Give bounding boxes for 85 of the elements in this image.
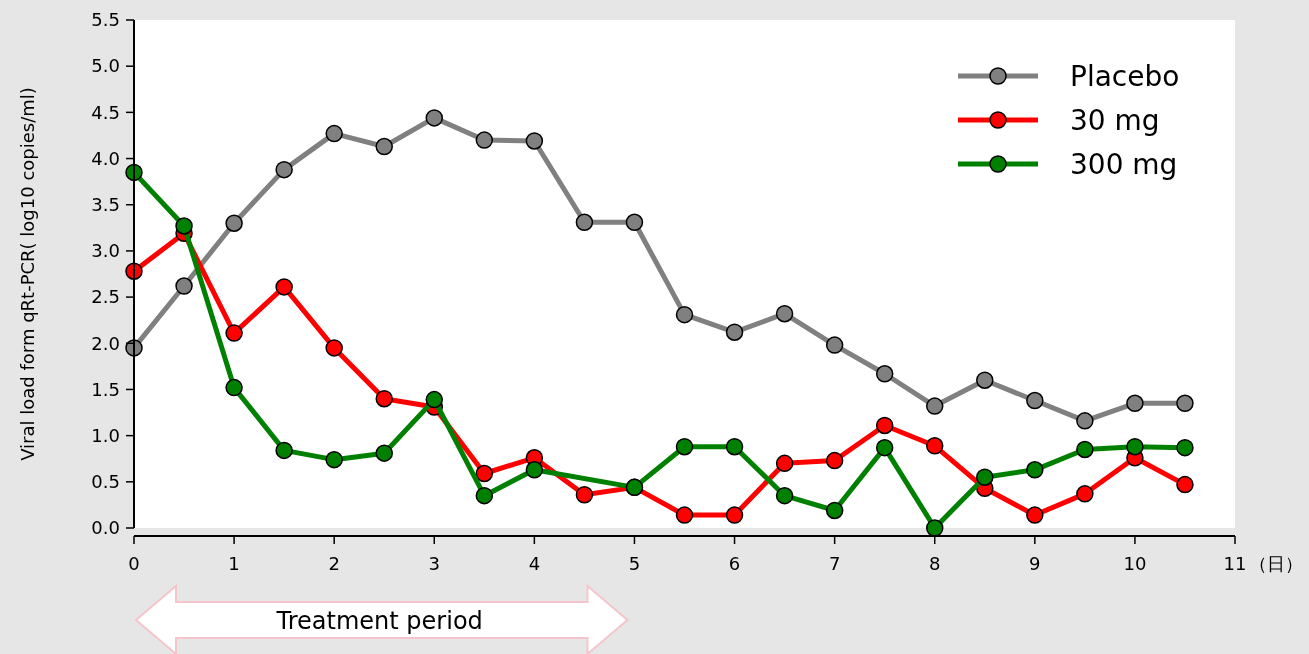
- legend-label: Placebo: [1070, 59, 1180, 93]
- point: [1026, 506, 1044, 524]
- point: [875, 416, 894, 435]
- point: [625, 213, 644, 232]
- point: [525, 461, 544, 479]
- point: [1126, 437, 1144, 456]
- point: [175, 217, 193, 235]
- point: [775, 304, 794, 323]
- point: [925, 519, 944, 537]
- point: [1026, 461, 1044, 479]
- x-axis-title: （日）: [1249, 553, 1303, 574]
- point: [375, 444, 393, 462]
- point: [825, 451, 844, 470]
- point: [675, 305, 694, 324]
- x-tick-label: 5: [628, 553, 641, 574]
- point: [976, 468, 994, 486]
- point: [275, 160, 293, 179]
- y-tick-label: 2.0: [91, 332, 120, 354]
- point: [925, 437, 944, 455]
- point: [475, 131, 494, 149]
- legend-label: 300 mg: [1070, 147, 1178, 181]
- point: [775, 454, 794, 473]
- point: [275, 278, 293, 296]
- text: Treatment period: [275, 607, 483, 635]
- point: [1126, 394, 1144, 413]
- point: [976, 371, 994, 389]
- y-tick-label: 3.5: [91, 194, 120, 216]
- point: [575, 213, 594, 232]
- x-tick-label: 11: [1223, 553, 1247, 574]
- point: [1176, 394, 1194, 413]
- legend-label: 30 mg: [1070, 103, 1160, 137]
- x-tick-label: 9: [1029, 553, 1041, 574]
- point: [575, 486, 594, 504]
- point: [925, 397, 944, 415]
- x-tick-label: 0: [128, 553, 140, 574]
- x-tick-label: 6: [728, 553, 741, 574]
- point: [1076, 412, 1094, 430]
- point: [275, 441, 293, 460]
- y-tick-label: 5.5: [91, 9, 120, 31]
- y-tick-label: 5.0: [91, 55, 120, 77]
- point: [475, 486, 494, 505]
- point: [675, 506, 694, 524]
- x-tick-label: 7: [828, 553, 841, 574]
- x-tick-label: 4: [528, 553, 541, 574]
- point: [1076, 440, 1094, 459]
- point: [675, 437, 694, 456]
- x-tick-label: 8: [929, 553, 941, 574]
- y-tick-label: 1.0: [91, 424, 120, 446]
- y-tick-label: 4.5: [91, 101, 120, 123]
- point: [775, 486, 794, 505]
- y-tick-label: 0.0: [91, 517, 120, 539]
- point: [225, 378, 243, 397]
- x-tick-label: 2: [328, 553, 340, 574]
- point: [725, 506, 744, 524]
- point: [825, 336, 844, 354]
- y-tick-label: 3.0: [91, 240, 120, 262]
- point: [525, 132, 544, 150]
- y-tick-label: 2.5: [91, 286, 120, 308]
- point: [475, 464, 494, 483]
- point: [225, 324, 243, 342]
- point: [175, 277, 193, 295]
- point: [875, 438, 894, 457]
- point: [1026, 391, 1044, 410]
- x-tick-label: 1: [228, 553, 240, 574]
- point: [325, 450, 343, 469]
- y-tick-label: 1.5: [91, 378, 120, 400]
- point: [825, 501, 844, 520]
- point: [875, 365, 894, 383]
- point: [725, 323, 744, 341]
- point: [325, 124, 343, 143]
- point: [1076, 485, 1094, 503]
- x-tick-label: 3: [428, 553, 440, 574]
- y-tick-label: 0.5: [91, 471, 120, 493]
- point: [1176, 475, 1194, 494]
- x-tick-label: 10: [1123, 553, 1147, 574]
- point: [325, 339, 343, 357]
- point: [1176, 438, 1194, 457]
- point: [225, 214, 243, 232]
- point: [375, 137, 393, 156]
- point: [425, 390, 444, 409]
- y-axis-title: Viral load form qRt-PCR( log10 copies/ml): [17, 87, 38, 461]
- point: [375, 389, 393, 408]
- y-tick-label: 4.0: [91, 147, 120, 169]
- point: [725, 437, 744, 456]
- point: [425, 109, 444, 127]
